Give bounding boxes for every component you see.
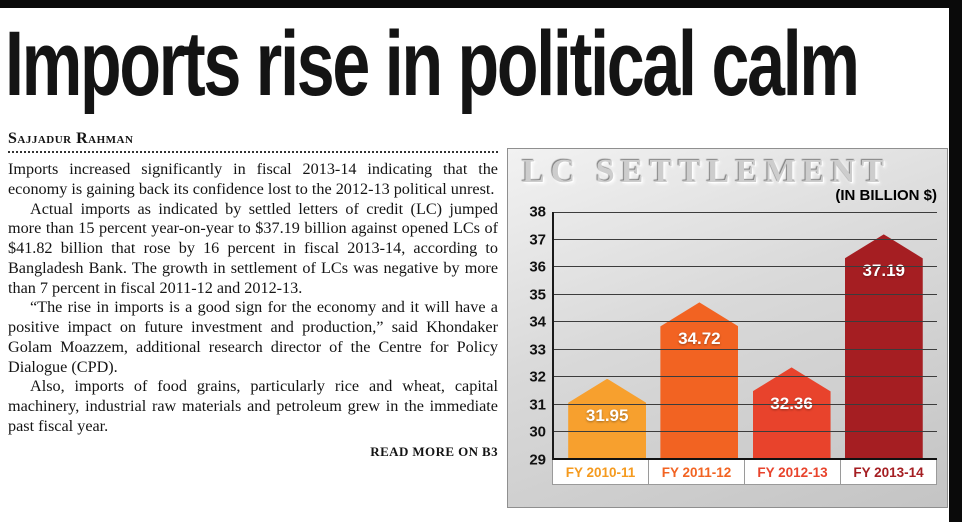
y-tick-label: 32 <box>529 368 546 386</box>
y-tick-label: 36 <box>529 258 546 276</box>
chart-title: LC SETTLEMENT <box>522 153 891 190</box>
gridline <box>554 238 937 240</box>
chart-unit-label: (IN BILLION $) <box>835 187 937 204</box>
dotted-divider <box>8 151 498 153</box>
page-edge-top <box>0 0 962 8</box>
gridline <box>554 431 937 433</box>
chart-x-axis: FY 2010-11 FY 2011-12 FY 2012-13 FY 2013-14 <box>552 460 937 485</box>
y-tick-label: 29 <box>529 451 546 469</box>
gridline <box>554 321 937 323</box>
gridline <box>554 403 937 405</box>
bar: 34.72 <box>660 302 739 460</box>
bar: 37.19 <box>844 234 923 460</box>
bar-value-label: 34.72 <box>678 329 721 349</box>
y-tick-label: 34 <box>529 313 546 331</box>
bar: 32.36 <box>752 367 831 460</box>
gridline <box>554 376 937 378</box>
y-tick-label: 31 <box>529 396 546 414</box>
lc-settlement-chart: LC SETTLEMENT (IN BILLION $) 31.95 34.72 3… <box>507 148 948 508</box>
y-tick-label: 35 <box>529 286 546 304</box>
y-tick-label: 30 <box>529 423 546 441</box>
chart-plot-area: 31.95 34.72 32.36 37.19 29 30 31 32 33 34 35 36 37 3… <box>529 204 937 469</box>
read-more-note: READ MORE ON B3 <box>370 443 498 459</box>
gridline <box>554 266 937 268</box>
byline: Sajjadur Rahman <box>8 130 134 147</box>
bar: 31.95 <box>568 378 647 460</box>
article-body: Sajjadur Rahman Imports increased signif… <box>8 130 498 460</box>
chart-bars: 31.95 34.72 32.36 37.19 <box>554 212 937 460</box>
y-tick-label: 33 <box>529 341 546 359</box>
y-tick-label: 37 <box>529 231 546 249</box>
gridline <box>554 212 937 213</box>
x-category-label: FY 2013-14 <box>853 465 924 480</box>
bar-value-label: 37.19 <box>862 261 906 281</box>
gridline <box>554 458 937 460</box>
paragraph: Actual imports as indicated by settled l… <box>8 199 498 297</box>
x-category-label: FY 2011-12 <box>649 460 745 484</box>
y-tick-label: 38 <box>529 203 546 221</box>
headline: Imports rise in political calm <box>5 13 860 115</box>
paragraph: “The rise in imports is a good sign for … <box>8 298 498 376</box>
x-category-label: FY 2012-13 <box>745 460 841 484</box>
paragraph: Imports increased significantly in fisca… <box>8 160 498 198</box>
gridline <box>554 293 937 295</box>
x-category-label: FY 2010-11 <box>553 460 649 484</box>
paragraph: Also, imports of food grains, particular… <box>8 377 498 435</box>
page-edge-right <box>949 0 962 522</box>
gridline <box>554 348 937 350</box>
bar-value-label: 31.95 <box>585 405 629 425</box>
